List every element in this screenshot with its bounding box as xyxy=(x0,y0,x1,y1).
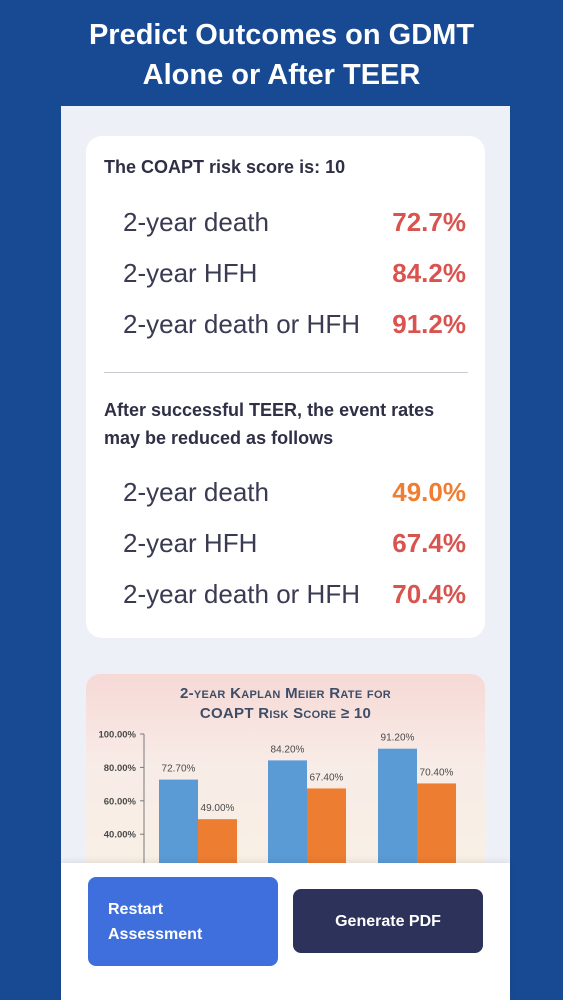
chart-y-tick-label: 100.00% xyxy=(98,730,136,741)
page-title-line-1: Predict Outcomes on GDMT xyxy=(88,19,475,51)
chart-data-label: 49.00% xyxy=(201,803,235,814)
chart-y-tick-label: 40.00% xyxy=(104,830,137,841)
chart-title: 2-year Kaplan Meier Rate for COAPT Risk … xyxy=(86,684,485,724)
chart-y-tick-label: 60.00% xyxy=(104,796,137,807)
result-label: 2-year death or HFH xyxy=(123,309,360,339)
chart-data-label: 91.20% xyxy=(381,733,415,744)
divider xyxy=(104,372,468,373)
restart-label-line-1: Restart xyxy=(108,900,164,918)
result-label: 2-year death or HFH xyxy=(123,579,360,609)
results-card: The COAPT risk score is: 10 2-year death… xyxy=(86,136,485,638)
content-panel[interactable]: The COAPT risk score is: 10 2-year death… xyxy=(61,106,510,1000)
teer-row-death-or-hfh: 2-year death or HFH 70.4% xyxy=(123,574,466,614)
chart-title-line-1: 2-year Kaplan Meier Rate for xyxy=(179,685,392,702)
result-value: 72.7% xyxy=(392,207,466,237)
chart-data-label: 72.70% xyxy=(162,764,196,775)
result-label: 2-year death xyxy=(123,477,269,507)
teer-intro-line-2: may be reduced as follows xyxy=(104,428,334,448)
result-row-hfh: 2-year HFH 84.2% xyxy=(123,253,466,293)
result-value: 70.4% xyxy=(392,579,466,609)
chart-data-label: 70.40% xyxy=(420,767,454,778)
restart-label-line-2: Assessment xyxy=(108,925,203,943)
teer-intro-text: After successful TEER, the event rates m… xyxy=(104,396,474,452)
page-title-line-2: Alone or After TEER xyxy=(142,59,421,91)
result-label: 2-year HFH xyxy=(123,258,258,288)
chart-y-tick-label: 80.00% xyxy=(104,763,137,774)
chart-data-label: 67.40% xyxy=(310,772,344,783)
action-bar: Restart Assessment Generate PDF xyxy=(61,863,510,1000)
result-label: 2-year death xyxy=(123,207,269,237)
result-value: 84.2% xyxy=(392,258,466,288)
teer-row-hfh: 2-year HFH 67.4% xyxy=(123,523,466,563)
result-label: 2-year HFH xyxy=(123,528,258,558)
teer-intro-line-1: After successful TEER, the event rates xyxy=(104,400,435,420)
risk-score-text: The COAPT risk score is: 10 xyxy=(104,157,346,177)
generate-pdf-button[interactable]: Generate PDF xyxy=(293,889,483,953)
result-value: 49.0% xyxy=(392,477,466,507)
restart-assessment-button[interactable]: Restart Assessment xyxy=(88,877,278,966)
chart-title-line-2: COAPT Risk Score ≥ 10 xyxy=(199,705,372,722)
result-value: 67.4% xyxy=(392,528,466,558)
chart-data-label: 84.20% xyxy=(271,744,305,755)
result-row-death-or-hfh: 2-year death or HFH 91.2% xyxy=(123,304,466,344)
result-value: 91.2% xyxy=(392,309,466,339)
result-row-death: 2-year death 72.7% xyxy=(123,202,466,242)
page-title: Predict Outcomes on GDMT Alone or After … xyxy=(0,0,563,106)
teer-row-death: 2-year death 49.0% xyxy=(123,472,466,512)
